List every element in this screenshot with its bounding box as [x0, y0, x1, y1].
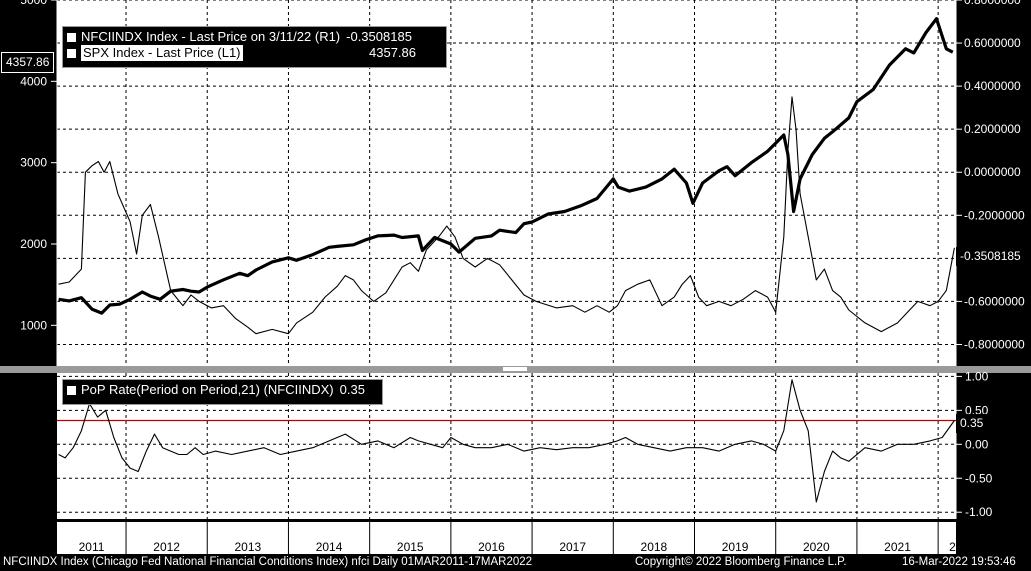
x-tick-label: 2020	[803, 540, 830, 554]
legend-spx-label: SPX Index - Last Price (L1)	[81, 45, 243, 61]
left-tick-label: 1000	[20, 318, 47, 332]
top-legend: NFCIINDX Index - Last Price on 3/11/22 (…	[62, 26, 447, 68]
x-tick-label: 2015	[397, 540, 424, 554]
x-tick-label: 2022	[949, 540, 976, 554]
divider-grip[interactable]	[503, 367, 527, 371]
right-tick-label: -0.2000000	[964, 208, 1025, 222]
x-tick-label: 2019	[722, 540, 749, 554]
series-swatch-icon	[67, 48, 76, 58]
bottom-right-tick-label: -0.50	[965, 471, 993, 485]
right-tick-label: 0.2000000	[964, 122, 1021, 136]
chart-footer: NFCIINDX Index (Chicago Fed National Fin…	[0, 554, 1031, 571]
footer-timestamp: 16-Mar-2022 19:53:46	[902, 556, 1016, 568]
left-tick-label: 3000	[20, 156, 47, 170]
pop-last-value-tag: 0.35	[956, 414, 1024, 433]
nfci-series-line	[58, 96, 955, 335]
bottom-legend: PoP Rate(Period on Period,21) (NFCIINDX)…	[62, 379, 383, 405]
footer-copyright: Copyright© 2022 Bloomberg Finance L.P.	[635, 556, 847, 568]
legend-nfci-value: -0.3508185	[346, 29, 412, 44]
pop-rate-series-line	[58, 379, 955, 503]
spx-series-line	[58, 17, 954, 315]
bottom-right-tick-label: 0.50	[965, 403, 989, 417]
left-tick-label: 4000	[20, 74, 47, 88]
x-tick-label: 2017	[559, 540, 586, 554]
left-tick-label: 5000	[20, 0, 47, 7]
legend-row-pop: PoP Rate(Period on Period,21) (NFCIINDX)…	[67, 382, 378, 398]
series-swatch-icon	[67, 32, 76, 42]
nfci-last-price-tag: -0.3508185	[956, 247, 1025, 266]
legend-pop-value: 0.35	[339, 382, 365, 397]
left-tick-label: 2000	[20, 237, 47, 251]
x-tick-label: 2012	[153, 540, 180, 554]
x-tick-label: 2011	[79, 540, 105, 554]
x-tick-label: 2018	[641, 540, 668, 554]
right-tick-label: -0.8000000	[964, 337, 1025, 351]
bottom-right-tick-label: -1.00	[965, 505, 993, 519]
right-tick-label: 0.0000000	[964, 165, 1021, 179]
x-tick-label: 2013	[234, 540, 261, 554]
x-tick-label: 2014	[316, 540, 343, 554]
legend-row-spx: SPX Index - Last Price (L1) 4357.86	[67, 45, 442, 61]
x-tick-label: 2021	[884, 540, 911, 554]
right-tick-label: -0.6000000	[964, 294, 1025, 308]
x-tick-label: 2016	[478, 540, 505, 554]
bottom-right-tick-label: 1.00	[965, 369, 989, 383]
legend-spx-value: 4357.86	[369, 45, 416, 60]
legend-nfci-label: NFCIINDX Index - Last Price on 3/11/22 (…	[81, 29, 341, 44]
series-swatch-icon	[67, 385, 76, 395]
right-tick-label: 0.4000000	[964, 79, 1021, 93]
right-tick-label: 0.8000000	[964, 0, 1021, 7]
chart-canvas: 2011 2012 2013 2014 2015 2016 2017 2018 2019 2020…	[0, 0, 1031, 554]
bottom-right-tick-label: 0.00	[965, 437, 989, 451]
legend-pop-label: PoP Rate(Period on Period,21) (NFCIINDX)	[81, 382, 334, 397]
right-tick-label: 0.6000000	[964, 36, 1021, 50]
footer-description: NFCIINDX Index (Chicago Fed National Fin…	[3, 556, 533, 568]
spx-last-price-tag: 4357.86	[1, 52, 55, 73]
legend-row-nfci: NFCIINDX Index - Last Price on 3/11/22 (…	[67, 29, 442, 45]
